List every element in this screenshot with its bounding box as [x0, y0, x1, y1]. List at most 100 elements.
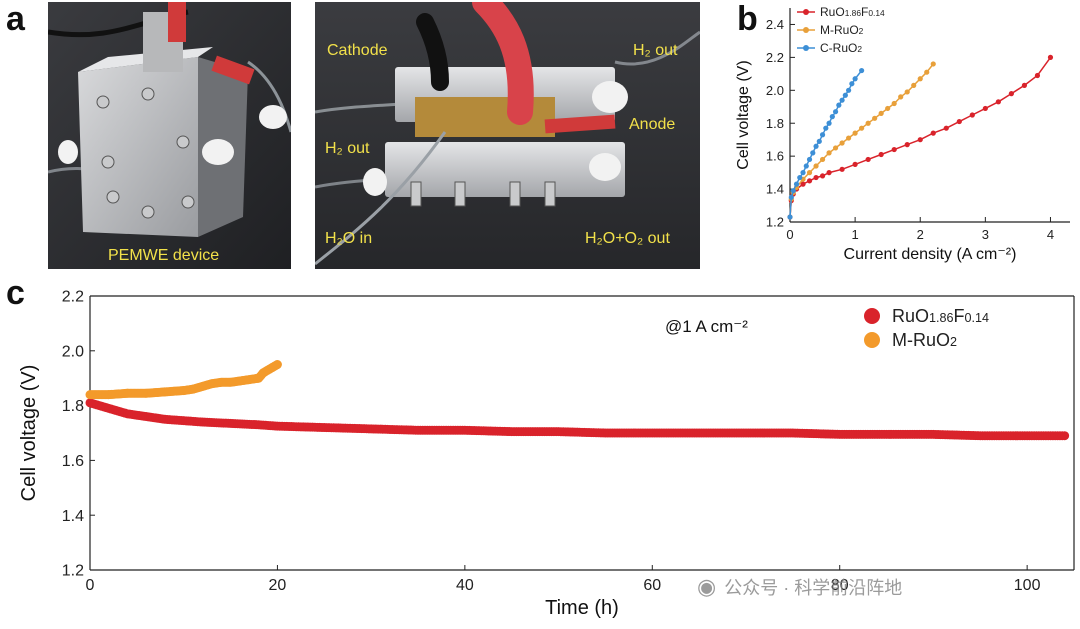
data-point-RuO1.86F0.14 — [865, 156, 871, 163]
data-point-M-RuO2 — [878, 110, 884, 116]
data-point-C-RuO2 — [852, 76, 858, 82]
data-point-RuO1.86F0.14 — [982, 105, 988, 112]
x-tick-label: 2 — [917, 227, 924, 242]
wechat-icon: ◉ — [697, 574, 717, 599]
data-point-M-RuO2 — [806, 170, 813, 176]
chart-b-polarization: 0 1 2 3 4 1.2 1.4 1.6 1.8 2.0 2.2 2.4 Current densit… — [735, 5, 1070, 263]
data-point-RuO1.86F0.14 — [891, 146, 897, 153]
legend-marker-M-RuO2 — [864, 332, 880, 348]
data-point-M-RuO2 — [911, 82, 917, 88]
data-point-M-RuO2 — [930, 61, 936, 67]
data-point-M-RuO2 — [904, 89, 910, 95]
y-tick-label: 2.2 — [766, 50, 784, 65]
annotation-current-density: @1 A cm⁻² — [665, 317, 748, 336]
data-point-C-RuO2 — [800, 170, 806, 176]
x-axis-label: Time (h) — [545, 597, 619, 619]
data-point-RuO1.86F0.14 — [878, 151, 884, 158]
data-point-C-RuO2 — [788, 194, 794, 200]
data-point-RuO1.86F0.14 — [1047, 54, 1054, 60]
data-point-RuO1.86F0.14 — [826, 170, 832, 176]
data-point-M-RuO2 — [826, 150, 832, 156]
data-point-C-RuO2 — [810, 150, 816, 156]
data-point-RuO1.86F0.14 — [995, 99, 1001, 105]
x-tick-label: 100 — [1014, 577, 1041, 594]
data-point-C-RuO2 — [829, 114, 835, 120]
y-tick-label: 2.4 — [766, 17, 784, 32]
data-point-RuO1.86F0.14 — [813, 174, 819, 181]
y-axis-label: Cell voltage (V) — [18, 365, 40, 502]
label-cathode: Cathode — [327, 42, 388, 59]
chart-c-stability: 0 20 40 60 80 100 1.2 1.4 1.6 1.8 2.0 2.2 Time (h) Ce… — [18, 289, 1075, 619]
legend-marker-RuO1.86F0.14 — [803, 9, 809, 15]
x-tick-label: 1 — [851, 227, 858, 242]
data-point-RuO1.86F0.14 — [819, 173, 826, 179]
data-point-RuO1.86F0.14 — [904, 142, 910, 148]
series-RuO1.86F0.14 — [85, 398, 1070, 441]
x-axis-label: Current density (A cm⁻²) — [844, 246, 1017, 263]
data-point-M-RuO2 — [872, 115, 878, 121]
x-tick-label: 0 — [786, 227, 793, 242]
photo-pemwe-device: PEMWE device — [48, 2, 291, 269]
x-tick-label: 80 — [831, 577, 849, 594]
data-point-RuO1.86F0.14 — [800, 181, 806, 187]
x-tick-label: 3 — [982, 227, 989, 242]
data-point-M-RuO2 — [885, 105, 891, 112]
y-tick-label: 1.6 — [766, 149, 784, 164]
data-point-M-RuO2 — [832, 145, 839, 151]
data-point-RuO1.86F0.14 — [1060, 431, 1070, 441]
y-tick-label: 1.2 — [766, 215, 784, 230]
data-point-M-RuO2 — [859, 125, 865, 131]
panel-letter-a: a — [6, 0, 25, 38]
legend-entry-C-RuO2: C-RuO2 — [820, 41, 862, 55]
data-point-M-RuO2 — [852, 130, 858, 136]
electrolyzer-cell-illustration — [315, 2, 700, 269]
data-point-RuO1.86F0.14 — [956, 118, 962, 125]
data-point-M-RuO2 — [813, 163, 819, 169]
data-point-RuO1.86F0.14 — [1034, 72, 1041, 79]
legend-entry-RuO1.86F0.14: RuO1.86F0.14 — [820, 5, 885, 19]
data-point-C-RuO2 — [806, 156, 813, 163]
data-point-C-RuO2 — [787, 214, 793, 220]
data-point-C-RuO2 — [836, 102, 842, 108]
pemwe-device-illustration — [48, 2, 291, 269]
data-point-RuO1.86F0.14 — [839, 166, 845, 172]
data-point-C-RuO2 — [816, 138, 822, 144]
y-tick-label: 1.4 — [766, 182, 784, 197]
x-tick-label: 20 — [269, 577, 287, 594]
data-point-RuO1.86F0.14 — [943, 125, 949, 131]
label-h2-out-left: H₂ out — [325, 140, 370, 157]
data-point-C-RuO2 — [797, 174, 803, 181]
data-point-RuO1.86F0.14 — [1021, 82, 1028, 88]
data-point-RuO1.86F0.14 — [930, 130, 936, 136]
data-point-C-RuO2 — [803, 163, 809, 169]
x-tick-label: 40 — [456, 577, 474, 594]
legend-marker-C-RuO2 — [803, 45, 809, 51]
data-point-RuO1.86F0.14 — [1008, 91, 1014, 97]
x-tick-label: 60 — [643, 577, 661, 594]
data-point-C-RuO2 — [790, 188, 796, 194]
legend-entry-M-RuO2: M-RuO2 — [820, 23, 864, 37]
data-point-M-RuO2 — [272, 360, 282, 369]
x-tick-label: 4 — [1047, 227, 1054, 242]
panel-letter-c: c — [6, 274, 25, 312]
series-line-C-RuO2 — [789, 70, 863, 218]
legend-entry-M-RuO2: M-RuO2 — [892, 330, 957, 350]
data-point-M-RuO2 — [846, 135, 852, 141]
legend-marker-M-RuO2 — [803, 27, 809, 33]
label-anode: Anode — [629, 116, 676, 133]
photo-caption-pemwe: PEMWE device — [108, 247, 220, 264]
data-point-M-RuO2 — [865, 120, 871, 126]
data-point-C-RuO2 — [832, 109, 839, 115]
data-point-RuO1.86F0.14 — [852, 161, 858, 167]
label-h2o-o2-out: H₂O+O₂ out — [585, 230, 670, 247]
y-tick-label: 1.8 — [766, 116, 784, 131]
data-point-RuO1.86F0.14 — [969, 112, 975, 118]
y-tick-label: 1.6 — [62, 453, 84, 470]
data-point-C-RuO2 — [846, 87, 852, 93]
y-tick-label: 1.4 — [62, 508, 84, 525]
data-point-C-RuO2 — [826, 120, 832, 126]
data-point-RuO1.86F0.14 — [806, 178, 813, 184]
label-h2o-in: H₂O in — [325, 230, 373, 247]
y-tick-label: 2.2 — [62, 289, 84, 306]
data-point-C-RuO2 — [793, 181, 800, 187]
